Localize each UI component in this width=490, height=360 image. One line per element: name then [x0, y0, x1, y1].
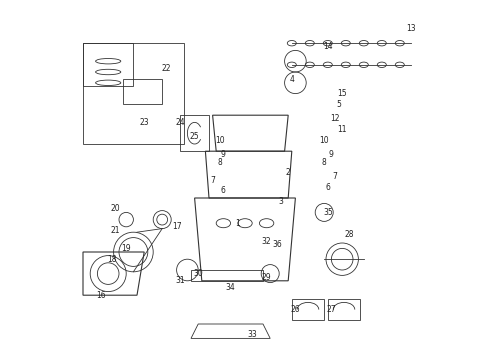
Text: 15: 15 — [338, 89, 347, 98]
Text: 16: 16 — [96, 291, 106, 300]
Text: 8: 8 — [322, 158, 326, 166]
Text: 34: 34 — [226, 284, 236, 292]
Text: 11: 11 — [338, 125, 347, 134]
Text: 10: 10 — [319, 136, 329, 145]
Text: 33: 33 — [247, 330, 257, 339]
Text: 24: 24 — [175, 118, 185, 127]
Text: 8: 8 — [218, 158, 222, 166]
Text: 4: 4 — [290, 75, 294, 84]
Text: 9: 9 — [221, 150, 226, 159]
Text: 19: 19 — [122, 244, 131, 253]
Text: 28: 28 — [344, 230, 354, 239]
Text: 21: 21 — [111, 226, 120, 235]
Text: 7: 7 — [333, 172, 338, 181]
Text: 22: 22 — [161, 64, 171, 73]
Text: 26: 26 — [291, 305, 300, 314]
Text: 36: 36 — [272, 240, 282, 249]
Text: 2: 2 — [286, 168, 291, 177]
Text: 3: 3 — [278, 197, 283, 206]
Text: 14: 14 — [323, 42, 333, 51]
Text: 6: 6 — [325, 183, 330, 192]
Text: 17: 17 — [172, 222, 181, 231]
Text: 7: 7 — [210, 176, 215, 185]
Text: 9: 9 — [329, 150, 334, 159]
Text: 10: 10 — [215, 136, 224, 145]
Text: 31: 31 — [175, 276, 185, 285]
Text: 20: 20 — [111, 204, 120, 213]
Text: 5: 5 — [336, 100, 341, 109]
Text: 29: 29 — [262, 273, 271, 282]
Text: 32: 32 — [262, 237, 271, 246]
Text: 18: 18 — [107, 255, 117, 264]
Text: 27: 27 — [327, 305, 336, 314]
Text: 23: 23 — [139, 118, 149, 127]
Text: 6: 6 — [221, 186, 226, 195]
Text: 35: 35 — [323, 208, 333, 217]
Text: 25: 25 — [190, 132, 199, 141]
Text: 12: 12 — [330, 114, 340, 123]
Text: 30: 30 — [194, 269, 203, 278]
Text: 13: 13 — [406, 24, 416, 33]
Text: 1: 1 — [235, 219, 240, 228]
